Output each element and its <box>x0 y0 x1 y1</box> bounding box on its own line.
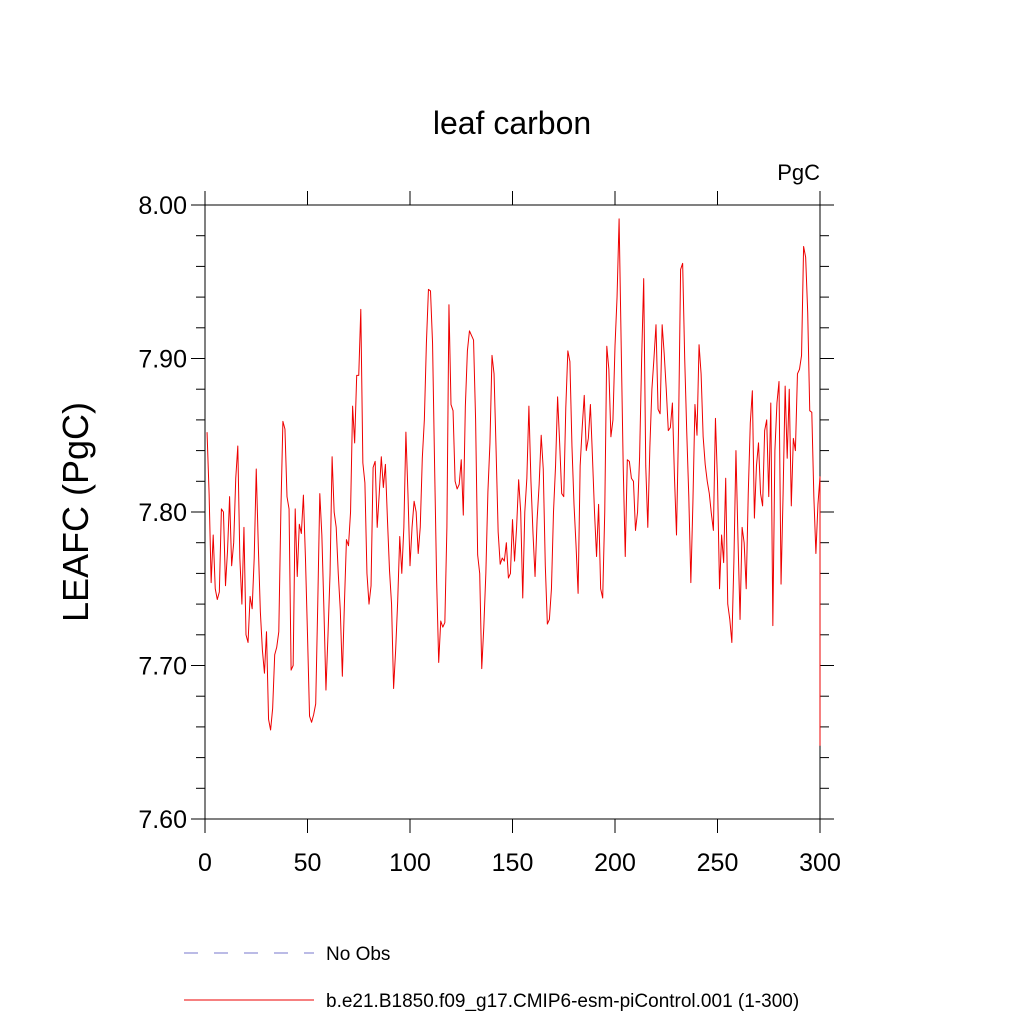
legend-label-no-obs: No Obs <box>326 944 390 965</box>
x-tick-label: 300 <box>799 849 841 877</box>
plot-area: 7.60 7.70 7.80 7.90 8.00 0 50 100 150 200 250 300 <box>138 191 841 877</box>
y-tick-label: 7.60 <box>138 806 187 834</box>
units-label: PgC <box>777 160 820 185</box>
plot-frame <box>204 204 821 820</box>
y-tick-label: 7.80 <box>138 499 187 527</box>
legend-label-model: b.e21.B1850.f09_g17.CMIP6-esm-piControl.… <box>326 991 799 1012</box>
x-tick-label: 250 <box>697 849 739 877</box>
x-tick-label: 50 <box>294 849 322 877</box>
x-tick-label: 0 <box>198 849 212 877</box>
chart-title: leaf carbon <box>433 105 591 141</box>
y-tick-label: 8.00 <box>138 192 187 220</box>
x-tick-label: 100 <box>389 849 431 877</box>
legend: No Obs b.e21.B1850.f09_g17.CMIP6-esm-piC… <box>184 944 799 1012</box>
x-tick-label: 150 <box>492 849 534 877</box>
y-axis-label: LEAFC (PgC) <box>55 402 96 622</box>
y-tick-label: 7.90 <box>138 346 187 374</box>
y-tick-label: 7.70 <box>138 653 187 681</box>
series-line <box>206 218 821 746</box>
x-tick-label: 200 <box>594 849 636 877</box>
